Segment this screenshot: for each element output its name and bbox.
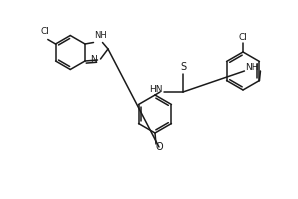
Text: Cl: Cl [239, 33, 247, 42]
Text: NH: NH [94, 31, 107, 41]
Text: O: O [155, 142, 163, 152]
Text: N: N [90, 55, 97, 63]
Text: HN: HN [149, 85, 162, 94]
Text: NH: NH [246, 63, 259, 72]
Text: Cl: Cl [40, 27, 49, 36]
Text: S: S [180, 62, 186, 72]
